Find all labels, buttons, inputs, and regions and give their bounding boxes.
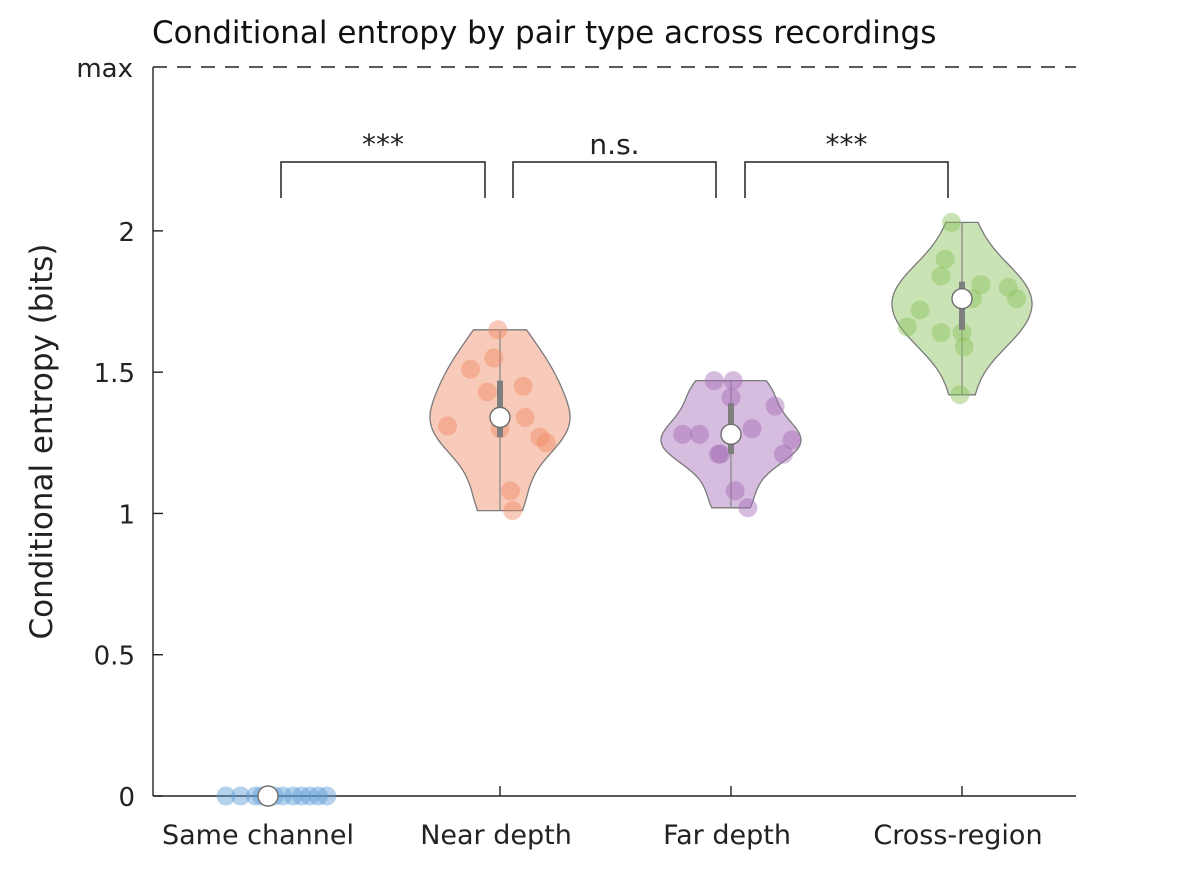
data-point [954,337,974,357]
data-point [438,416,457,436]
significance-bracket [744,161,949,198]
violin-group [891,212,1033,405]
median-marker [951,287,973,310]
data-point [673,424,693,444]
data-point [942,212,961,232]
significance-bracket [512,161,717,198]
data-point [708,444,728,464]
data-point [515,407,535,427]
significance-bracket [280,161,486,198]
data-point [690,424,709,444]
data-point [503,501,523,521]
y-tick-label: 1 [118,500,135,530]
data-point [738,498,758,518]
data-point [931,266,951,286]
data-point [308,786,328,806]
data-point [952,323,972,343]
data-point [774,444,793,464]
y-tick-label: 2 [118,218,135,248]
data-point [910,300,930,320]
data-point [721,388,741,408]
data-point [935,249,955,269]
data-point [897,317,917,337]
data-point [725,481,745,501]
data-point [283,786,303,806]
data-point [216,786,236,806]
x-tick-label: Cross-region [873,820,1042,851]
significance-label: n.s. [589,128,639,161]
median-marker [720,423,742,446]
chart-title: Conditional entropy by pair type across … [152,15,937,51]
data-point [931,323,951,343]
y-tick-label: 1.5 [94,359,135,389]
median-marker [257,785,279,807]
data-point [971,275,991,295]
data-point [1007,289,1027,309]
data-point [530,427,550,447]
data-point [742,419,762,439]
data-point [513,376,533,396]
significance-label: *** [826,128,868,161]
data-point [461,359,481,379]
data-point [536,433,556,453]
data-point [723,371,743,391]
y-tick-label: 0.5 [94,642,135,672]
data-point [477,382,497,402]
data-point [484,348,504,368]
data-point [317,786,337,806]
data-point [292,786,312,806]
data-point [501,481,520,501]
x-tick-label: Near depth [420,820,572,851]
y-axis-title: Conditional entropy (bits) [24,244,60,640]
significance-label: *** [362,128,404,161]
data-point [300,786,320,806]
data-point [950,385,970,405]
data-point [998,277,1018,297]
violin-group [216,785,337,807]
data-point [765,396,785,416]
data-point [782,430,802,450]
x-tick-label: Far depth [663,820,791,851]
data-point [273,786,293,806]
data-point [488,320,508,340]
max-label: max [76,54,133,84]
x-tick-label: Same channel [162,820,354,851]
violin-group [660,371,802,518]
median-marker [489,406,511,429]
violin-group [429,320,571,521]
data-point [704,371,724,391]
data-point [231,786,251,806]
y-tick-label: 0 [118,783,135,813]
data-point [711,444,730,464]
